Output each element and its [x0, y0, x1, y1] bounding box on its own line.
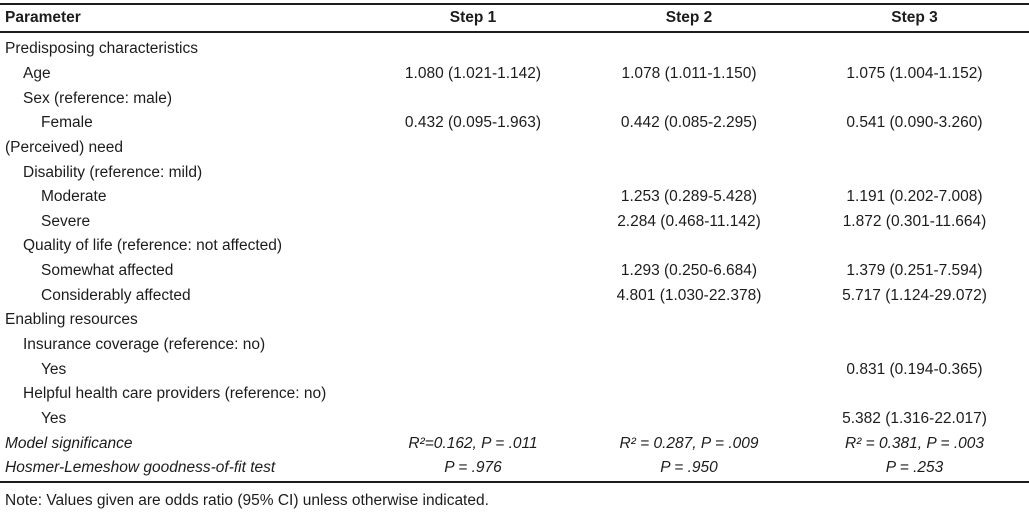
table-row: Hosmer-Lemeshow goodness-of-fit test P =… — [0, 456, 1029, 481]
table-row: Age 1.080 (1.021-1.142) 1.078 (1.011-1.1… — [0, 62, 1029, 87]
table-row: Yes 0.831 (0.194-0.365) — [0, 357, 1029, 382]
step2-cell: 2.284 (0.468-11.142) — [617, 212, 761, 230]
column-header-parameter: Parameter — [5, 9, 81, 26]
step3-cell: 0.541 (0.090-3.260) — [846, 114, 983, 132]
table-row: Yes 5.382 (1.316-22.017) — [0, 407, 1029, 432]
column-header-step2: Step 2 — [665, 9, 713, 26]
column-header-step1: Step 1 — [449, 9, 497, 26]
table-row: Disability (reference: mild) — [0, 160, 1029, 185]
column-header-step3: Step 3 — [891, 9, 938, 26]
table-row: Enabling resources — [0, 308, 1029, 333]
table-header-rule — [0, 31, 1029, 33]
table-row: Insurance coverage (reference: no) — [0, 333, 1029, 358]
step2-cell: R² = 0.287, P = .009 — [619, 434, 759, 452]
parameter-cell: Enabling resources — [5, 311, 138, 329]
table-top-rule — [0, 3, 1029, 5]
table-row: (Perceived) need — [0, 136, 1029, 161]
step3-cell: 1.872 (0.301-11.664) — [842, 212, 987, 230]
parameter-cell: Helpful health care providers (reference… — [23, 385, 327, 403]
parameter-cell: Considerably affected — [41, 286, 191, 304]
step3-cell: 5.717 (1.124-29.072) — [842, 286, 987, 304]
step2-cell: 1.253 (0.289-5.428) — [620, 188, 758, 206]
parameter-cell: Age — [23, 64, 51, 82]
parameter-cell: Disability (reference: mild) — [23, 163, 203, 181]
step1-cell: R²=0.162, P = .011 — [408, 434, 538, 452]
step3-cell: 1.191 (0.202-7.008) — [846, 188, 983, 206]
step2-cell: 1.293 (0.250-6.684) — [620, 262, 758, 280]
table-row: Quality of life (reference: not affected… — [0, 234, 1029, 259]
table-row: Somewhat affected 1.293 (0.250-6.684) 1.… — [0, 259, 1029, 284]
table-header-row: Parameter Step 1 Step 2 Step 3 — [0, 5, 1029, 31]
step1-cell: P = .976 — [444, 459, 502, 477]
table-row: Sex (reference: male) — [0, 86, 1029, 111]
parameter-cell: Predisposing characteristics — [5, 40, 198, 58]
table-row: Considerably affected 4.801 (1.030-22.37… — [0, 283, 1029, 308]
parameter-cell: Model significance — [5, 434, 133, 452]
table-bottom-rule — [0, 480, 1029, 483]
step3-cell: 0.831 (0.194-0.365) — [846, 360, 983, 378]
table-note: Note: Values given are odds ratio (95% C… — [5, 491, 489, 509]
parameter-cell: Hosmer-Lemeshow goodness-of-fit test — [5, 459, 276, 477]
parameter-cell: Yes — [41, 360, 67, 378]
table-row: Helpful health care providers (reference… — [0, 382, 1029, 407]
parameter-cell: Quality of life (reference: not affected… — [23, 237, 283, 255]
regression-results-table: Parameter Step 1 Step 2 Step 3 Predispos… — [0, 3, 1029, 510]
table-row: Female 0.432 (0.095-1.963) 0.442 (0.085-… — [0, 111, 1029, 136]
parameter-cell: Insurance coverage (reference: no) — [23, 336, 266, 353]
step3-cell: 1.379 (0.251-7.594) — [846, 262, 983, 280]
table-body: Predisposing characteristics Age 1.080 (… — [0, 33, 1029, 481]
step3-cell: 1.075 (1.004-1.152) — [846, 64, 983, 82]
step1-cell: 0.432 (0.095-1.963) — [404, 114, 542, 132]
step2-cell: P = .950 — [660, 459, 718, 477]
parameter-cell: Somewhat affected — [41, 262, 174, 280]
step3-cell: R² = 0.381, P = .003 — [844, 434, 984, 452]
parameter-cell: Sex (reference: male) — [23, 89, 173, 107]
table-row: Severe 2.284 (0.468-11.142) 1.872 (0.301… — [0, 209, 1029, 234]
table-row: Predisposing characteristics — [0, 37, 1029, 62]
table-row: Moderate 1.253 (0.289-5.428) 1.191 (0.20… — [0, 185, 1029, 210]
parameter-cell: Severe — [41, 212, 91, 230]
table-row: Model significance R²=0.162, P = .011 R²… — [0, 431, 1029, 456]
parameter-cell: (Perceived) need — [5, 138, 124, 156]
step3-cell: 5.382 (1.316-22.017) — [842, 409, 987, 427]
step1-cell: 1.080 (1.021-1.142) — [404, 64, 542, 82]
step2-cell: 4.801 (1.030-22.378) — [616, 286, 762, 304]
parameter-cell: Yes — [41, 409, 67, 427]
parameter-cell: Female — [41, 114, 93, 132]
step2-cell: 0.442 (0.085-2.295) — [620, 114, 758, 132]
step3-cell: P = .253 — [885, 459, 944, 477]
step2-cell: 1.078 (1.011-1.150) — [621, 64, 757, 82]
parameter-cell: Moderate — [41, 188, 107, 206]
